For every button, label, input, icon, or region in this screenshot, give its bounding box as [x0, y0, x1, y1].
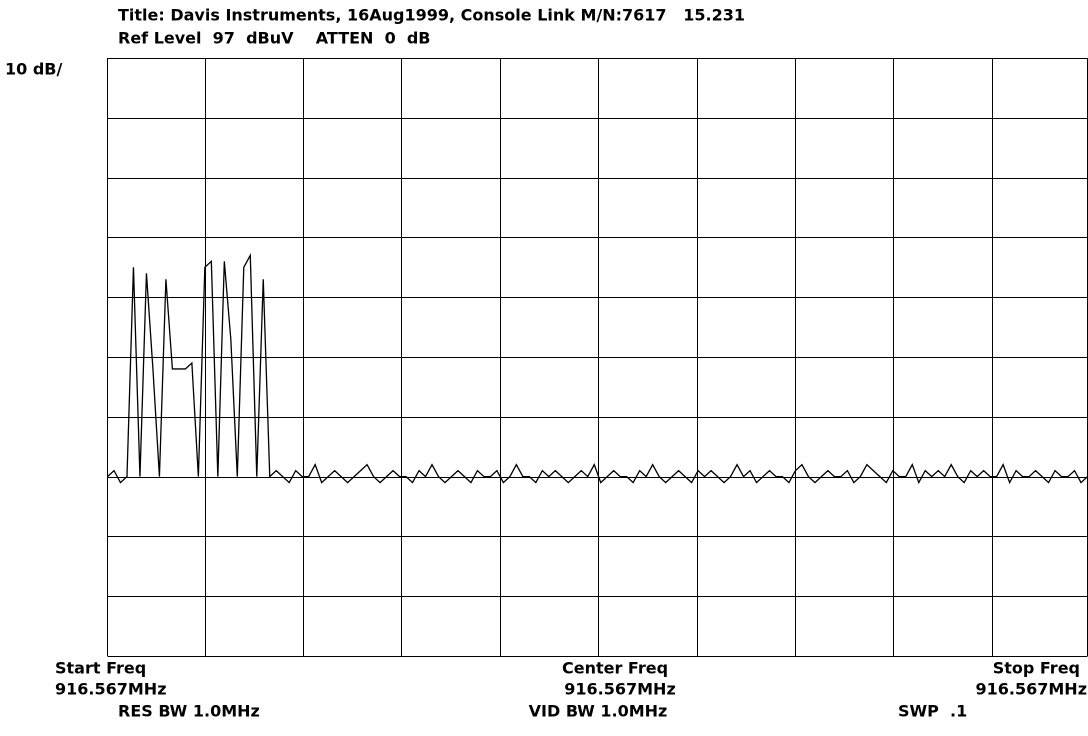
res-bw: RES BW 1.0MHz — [118, 702, 260, 721]
trace — [107, 252, 1088, 485]
chart-subtitle: Ref Level 97 dBuV ATTEN 0 dB — [118, 29, 430, 48]
center-freq-label: Center Freq — [562, 659, 668, 678]
sweep: SWP .1 — [898, 702, 967, 721]
start-freq-label: Start Freq — [55, 659, 146, 678]
y-axis-label: 10 dB/ — [5, 60, 62, 79]
start-freq-value: 916.567MHz — [55, 680, 167, 699]
chart-title: Title: Davis Instruments, 16Aug1999, Con… — [118, 6, 745, 25]
center-freq-value: 916.567MHz — [564, 680, 676, 699]
stop-freq-value: 916.567MHz — [976, 680, 1088, 699]
stop-freq-label: Stop Freq — [993, 659, 1080, 678]
vid-bw: VID BW 1.0MHz — [529, 702, 668, 721]
